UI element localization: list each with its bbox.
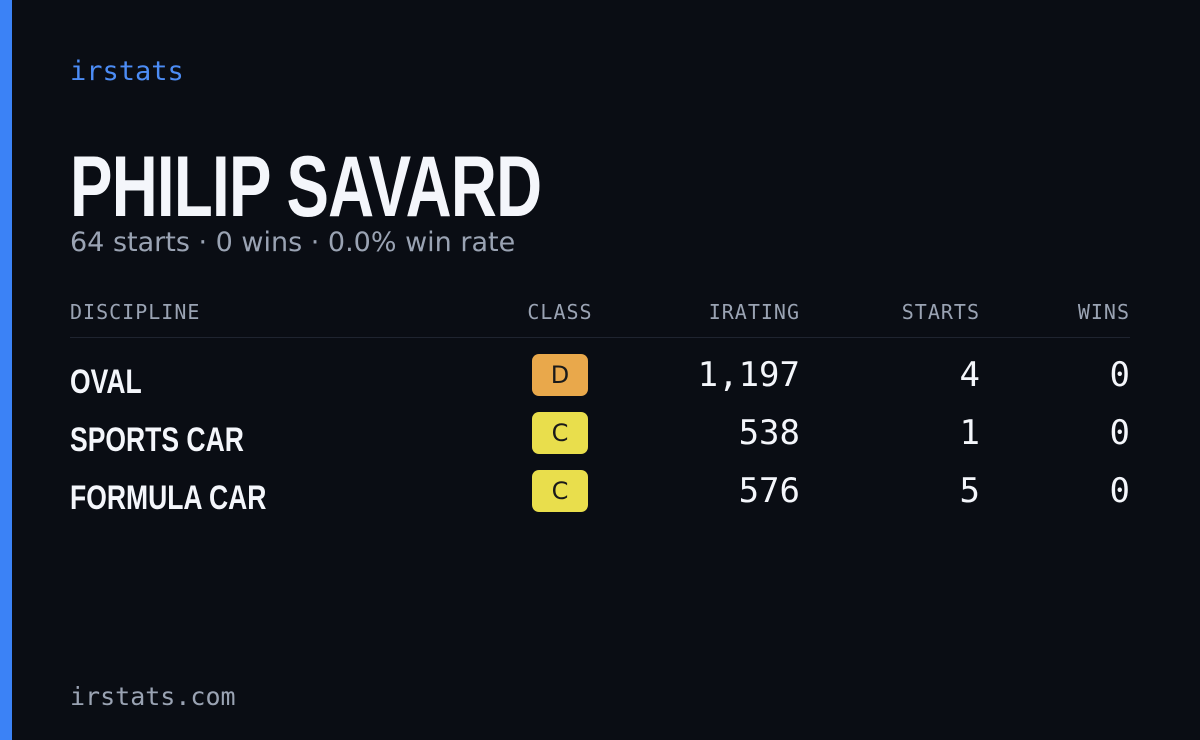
stat-value: 1,197 [697,355,800,395]
brand: irstats [70,56,184,87]
discipline: OVAL [70,363,142,401]
stat-value: 0 [1109,355,1130,395]
discipline: SPORTS CAR [70,421,244,459]
class-badge: C [532,470,588,512]
discipline: FORMULA CAR [70,479,267,517]
column-header: WINS [1077,300,1130,324]
stat-value: 538 [738,413,800,453]
stat-value: 4 [959,355,980,395]
stat-value: 0 [1109,471,1130,511]
class-badge: C [532,412,588,454]
column-header: DISCIPLINE [70,300,201,324]
column-header: STARTS [901,300,980,324]
stat-value: 5 [959,471,980,511]
header-rule [70,337,1130,338]
class-badge: D [532,354,588,396]
driver-name: PHILIP SAVARD [70,139,542,235]
footer: irstats.com [70,682,236,711]
stat-value: 576 [738,471,800,511]
summary: 64 starts · 0 wins · 0.0% win rate [70,227,516,258]
stat-value: 0 [1109,413,1130,453]
column-header: CLASS [527,300,593,324]
stat-value: 1 [959,413,980,453]
accent-bar [0,0,12,740]
column-header: IRATING [708,300,800,324]
